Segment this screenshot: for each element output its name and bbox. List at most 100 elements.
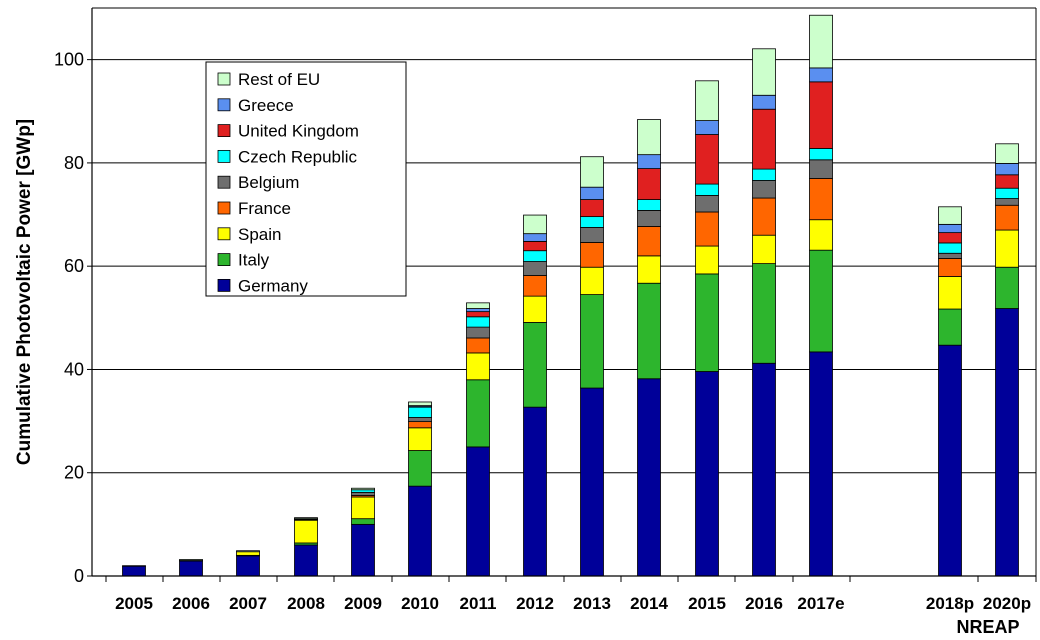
bar-segment-spain-2007 [236, 551, 260, 556]
bar-segment-belgium-2014 [637, 210, 661, 227]
bar-segment-spain-2015 [695, 245, 719, 275]
bar-segment-france-2010 [408, 421, 432, 429]
bar-segment-united-kingdom-2014 [637, 168, 661, 200]
bar-segment-rest-of-eu-2014 [637, 119, 661, 156]
axes [91, 7, 1037, 582]
bar-segment-greece-2011 [466, 308, 490, 313]
bars [122, 14, 1019, 577]
legend: Rest of EU Greece United Kingdom Czech Repu… [205, 61, 407, 297]
bar-segment-france-2012 [523, 275, 547, 297]
bar-segment-czech-republic-2012 [523, 250, 547, 262]
y-tick-label: 0 [74, 566, 84, 586]
bar-segment-france-2013 [580, 242, 604, 268]
x-tick-label: 2008 [287, 594, 325, 613]
bar-segment-italy-2010 [408, 450, 432, 487]
y-tick-labels: 0 20 40 60 80 100 [54, 50, 92, 586]
bar-segment-czech-republic-2010 [408, 406, 432, 418]
bar-segment-spain-2018p [938, 276, 962, 310]
legend-label-italy: Italy [238, 251, 270, 270]
y-tick-label: 80 [64, 153, 84, 173]
bar-segment-spain-2017e [809, 219, 833, 251]
legend-label-czech-republic: Czech Republic [238, 147, 358, 166]
nreap-group-label: NREAP [956, 617, 1019, 637]
bar-segment-spain-2020p [995, 229, 1019, 268]
bar-segment-united-kingdom-2015 [695, 134, 719, 185]
bar-segment-germany-2005 [122, 565, 146, 577]
x-tick-label: 2017e [797, 594, 844, 613]
x-tick-label: 2018p [926, 594, 974, 613]
bar-segment-italy-2013 [580, 294, 604, 389]
legend-label-belgium: Belgium [238, 173, 299, 192]
legend-swatch-united-kingdom [217, 124, 231, 137]
y-tick-label: 60 [64, 256, 84, 276]
bar-segment-belgium-2010 [408, 417, 432, 423]
x-tick-label: 2015 [688, 594, 726, 613]
bar-segment-united-kingdom-2018p [938, 232, 962, 244]
bar-segment-greece-2013 [580, 186, 604, 200]
legend-label-united-kingdom: United Kingdom [238, 122, 359, 141]
bar-segment-czech-republic-2011 [466, 316, 490, 328]
bar-segment-rest-of-eu-2008 [294, 517, 318, 520]
bar-segment-france-2017e [809, 177, 833, 221]
bar-segment-rest-of-eu-2007 [236, 550, 260, 553]
y-tick-label: 40 [64, 359, 84, 379]
bar-segment-czech-republic-2017e [809, 148, 833, 161]
bar-segment-italy-2014 [637, 282, 661, 380]
bar-segment-greece-2012 [523, 233, 547, 242]
bar-segment-italy-2015 [695, 273, 719, 372]
bar-segment-united-kingdom-2012 [523, 240, 547, 252]
bar-segment-germany-2006 [179, 560, 203, 577]
bar-segment-germany-2016 [752, 362, 776, 577]
bar-segment-france-2015 [695, 211, 719, 247]
bar-segment-rest-of-eu-2013 [580, 156, 604, 188]
x-tick-label: 2012 [516, 594, 554, 613]
legend-swatch-czech-republic [217, 149, 231, 163]
bar-segment-united-kingdom-2016 [752, 108, 776, 170]
legend-swatch-belgium [217, 175, 231, 189]
bar-segment-germany-2017e [809, 351, 833, 577]
bar-segment-rest-of-eu-2012 [523, 214, 547, 235]
bar-segment-italy-2017e [809, 249, 833, 353]
x-tick-label: 2007 [229, 594, 267, 613]
bar-segment-italy-2020p [995, 266, 1019, 309]
bar-segment-greece-2017e [809, 67, 833, 83]
x-tick-label: 2009 [344, 594, 382, 613]
bar-segment-greece-2020p [995, 163, 1019, 176]
legend-label-rest-of-eu: Rest of EU [238, 70, 320, 89]
y-tick-label: 20 [64, 463, 84, 483]
bar-segment-belgium-2016 [752, 180, 776, 199]
bar-segment-spain-2008 [294, 519, 318, 544]
legend-label-germany: Germany [238, 276, 308, 295]
bar-segment-rest-of-eu-2018p [938, 206, 962, 225]
bar-segment-france-2016 [752, 197, 776, 236]
bar-segment-greece-2014 [637, 154, 661, 169]
bar-segment-germany-2011 [466, 446, 490, 577]
bar-segment-belgium-2015 [695, 195, 719, 213]
legend-swatch-italy [217, 253, 231, 267]
bar-segment-belgium-2011 [466, 326, 490, 339]
legend-swatch-spain [217, 227, 231, 241]
bar-segment-spain-2013 [580, 266, 604, 295]
bar-segment-france-2018p [938, 258, 962, 277]
x-tick-label: 2010 [401, 594, 439, 613]
bar-segment-czech-republic-2016 [752, 168, 776, 181]
bar-segment-rest-of-eu-2009 [351, 487, 375, 491]
legend-label-france: France [238, 199, 291, 218]
legend-swatch-germany [217, 278, 231, 292]
legend-swatch-france [217, 201, 231, 215]
x-tick-label: 2011 [460, 594, 497, 613]
bar-segment-greece-2015 [695, 120, 719, 135]
x-tick-label: 2006 [172, 594, 210, 613]
bar-segment-france-2020p [995, 204, 1019, 231]
bar-segment-rest-of-eu-2010 [408, 401, 432, 406]
bar-segment-germany-2010 [408, 485, 432, 577]
bar-segment-spain-2014 [637, 255, 661, 284]
bar-segment-france-2014 [637, 226, 661, 257]
x-tick-label: 2005 [115, 594, 153, 613]
bar-segment-rest-of-eu-2017e [809, 14, 833, 69]
bar-segment-italy-2016 [752, 263, 776, 364]
legend-swatch-greece [217, 98, 231, 112]
bar-segment-italy-2011 [466, 379, 490, 448]
bar-segment-italy-2012 [523, 322, 547, 408]
